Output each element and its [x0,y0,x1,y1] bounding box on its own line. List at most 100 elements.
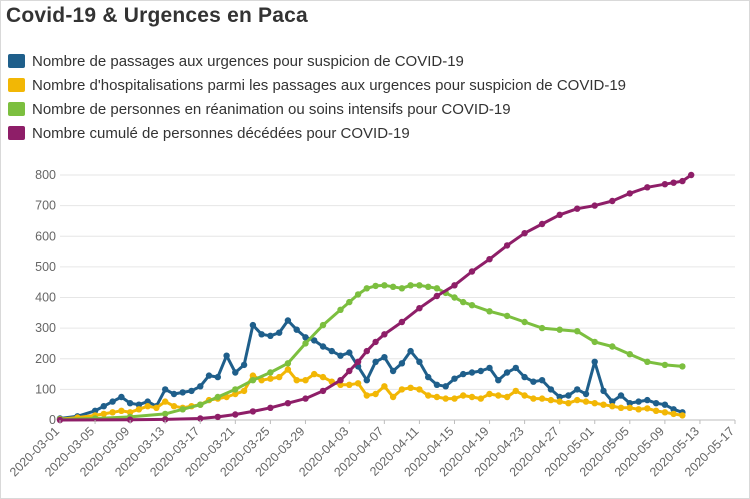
data-point[interactable] [126,400,134,407]
data-point[interactable] [451,282,458,289]
data-point[interactable] [547,396,555,404]
data-point[interactable] [591,338,598,346]
data-point[interactable] [319,321,327,329]
data-point[interactable] [609,343,616,350]
data-point[interactable] [512,387,519,395]
data-point[interactable] [372,282,379,290]
data-point[interactable] [556,211,563,218]
data-point[interactable] [460,298,467,306]
data-point[interactable] [451,375,458,382]
data-point[interactable] [626,190,633,197]
data-point[interactable] [503,393,511,401]
data-point[interactable] [635,398,642,405]
data-point[interactable] [346,298,353,306]
data-point[interactable] [495,377,502,384]
data-point[interactable] [372,390,379,398]
data-point[interactable] [258,331,265,338]
data-point[interactable] [538,324,546,332]
data-point[interactable] [503,242,511,249]
data-point[interactable] [197,415,204,422]
data-point[interactable] [232,386,239,393]
data-point[interactable] [468,268,476,275]
data-point[interactable] [503,312,511,320]
legend-item-deces[interactable]: Nombre cumulé de personnes décédées pour… [8,121,626,145]
data-point[interactable] [381,354,388,361]
data-point[interactable] [661,409,669,416]
data-point[interactable] [565,400,572,407]
data-point[interactable] [267,404,274,411]
data-point[interactable] [337,352,344,359]
data-point[interactable] [425,392,432,399]
data-point[interactable] [197,401,204,408]
data-point[interactable] [486,308,493,315]
data-point[interactable] [416,305,423,312]
data-point[interactable] [372,358,379,365]
data-point[interactable] [661,401,669,408]
data-point[interactable] [293,326,300,333]
data-point[interactable] [328,347,335,355]
data-point[interactable] [240,387,248,395]
legend-item-reanimation[interactable]: Nombre de personnes en réanimation ou so… [8,97,626,121]
data-point[interactable] [302,334,309,341]
data-point[interactable] [276,329,283,336]
data-point[interactable] [530,395,537,402]
data-point[interactable] [556,398,563,405]
data-point[interactable] [346,381,353,388]
data-point[interactable] [626,400,633,407]
data-point[interactable] [416,386,423,393]
data-point[interactable] [442,383,449,390]
data-point[interactable] [232,390,239,398]
data-point[interactable] [354,380,362,387]
data-point[interactable] [302,395,309,402]
data-point[interactable] [179,389,186,396]
data-point[interactable] [398,360,406,367]
data-point[interactable] [284,360,292,367]
data-point[interactable] [319,373,327,381]
data-point[interactable] [661,361,669,369]
data-point[interactable] [311,337,318,344]
data-point[interactable] [451,395,458,402]
data-point[interactable] [635,406,642,413]
data-point[interactable] [609,398,616,405]
data-point[interactable] [407,347,414,355]
data-point[interactable] [267,332,274,339]
data-point[interactable] [644,358,651,365]
legend-item-hospitalisations[interactable]: Nombre d'hospitalisations parmi les pass… [8,73,626,97]
data-point[interactable] [486,256,493,263]
data-point[interactable] [267,369,274,376]
data-point[interactable] [354,358,362,365]
data-point[interactable] [521,392,528,399]
data-point[interactable] [521,318,528,326]
data-point[interactable] [591,202,598,209]
data-point[interactable] [389,393,397,401]
data-point[interactable] [284,400,292,407]
data-point[interactable] [460,392,467,399]
data-point[interactable] [240,361,248,369]
data-point[interactable] [249,408,257,415]
data-point[interactable] [477,395,484,402]
data-point[interactable] [679,363,686,370]
data-point[interactable] [126,409,134,416]
data-point[interactable] [574,205,581,212]
data-point[interactable] [574,396,581,404]
data-point[interactable] [170,390,178,398]
data-point[interactable] [433,381,441,388]
data-point[interactable] [162,410,169,418]
data-point[interactable] [197,383,204,390]
data-point[interactable] [468,393,476,401]
data-point[interactable] [346,367,353,375]
data-point[interactable] [363,392,370,399]
data-point[interactable] [644,396,651,404]
data-point[interactable] [214,373,221,381]
data-point[interactable] [538,377,546,384]
data-point[interactable] [486,390,493,398]
data-point[interactable] [372,338,379,346]
data-point[interactable] [644,405,651,412]
data-point[interactable] [346,349,353,356]
data-point[interactable] [433,292,441,300]
legend-item-passages[interactable]: Nombre de passages aux urgences pour sus… [8,49,626,73]
data-point[interactable] [100,403,108,410]
data-point[interactable] [91,407,99,414]
data-point[interactable] [609,197,616,205]
data-point[interactable] [381,282,388,289]
